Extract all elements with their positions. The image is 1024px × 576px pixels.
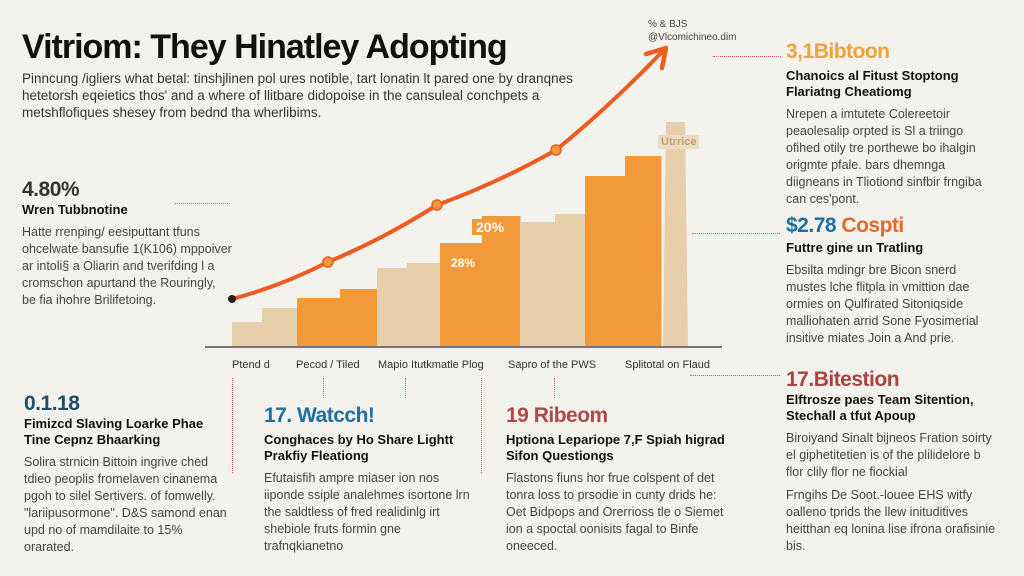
callout-title: Wren Tubbnotine: [22, 202, 128, 217]
x-label: Pecod / Tiled: [296, 359, 360, 371]
stat: 3,1Bibtoon: [786, 40, 890, 63]
bar: [262, 308, 298, 346]
callout-bottom-1: 0.1.18 Fimizcd Slaving Loarke Phae Tine …: [24, 392, 229, 556]
callout-title: Chanoics al Fitust Stoptong Flariatng Ch…: [786, 68, 959, 99]
bar-tower: [663, 122, 688, 346]
credit-line-2: @Vlcomichineo.dim: [648, 32, 737, 43]
callout-body: Ebsilta mdingr bre Bicon snerd mustes lc…: [786, 263, 979, 345]
connector: [713, 56, 781, 57]
callout-right-mid: $2.78 Cospti Futtre gine un Tratling Ebs…: [786, 214, 991, 347]
callout-body: Hatte rrenping/ eesiputtant tfuns ohcelw…: [22, 225, 232, 307]
connector: [405, 378, 406, 398]
connector: [481, 378, 482, 473]
callout-title: Fimizcd Slaving Loarke Phae Tine Cepnz B…: [24, 416, 204, 447]
trend-point: [322, 256, 334, 268]
callout-title: Futtre gine un Tratling: [786, 240, 924, 255]
stat: 17.Bitestion: [786, 368, 900, 391]
callout-bottom-2: 17. Watcch! Conghaces by Ho Share Lightt…: [264, 404, 474, 555]
bar: [377, 268, 408, 346]
stat-suffix: Cospti: [841, 214, 904, 237]
x-label: Mapio Itutkmatle Plog: [378, 359, 484, 371]
bar: [555, 214, 586, 346]
trend-point: [550, 144, 562, 156]
stat: 4.80%: [22, 178, 80, 201]
stat: 19 Ribeom: [506, 404, 608, 427]
bar-label-tower: Utrrice: [658, 135, 700, 149]
callout-title: Elftrosze paes Team Sitention, Stechall …: [786, 392, 974, 423]
callout-body-2: Frngihs De Soot.-louee EHS witfy oalleno…: [786, 488, 996, 553]
bar: [297, 298, 341, 346]
callout-body: Flastons fiuns hor frue colspent of det …: [506, 471, 724, 553]
connector: [690, 375, 780, 376]
page-title: Vitriom: They Hinatley Adopting: [22, 28, 508, 66]
arrowhead-icon: [643, 45, 669, 71]
callout-body: Biroiyand Sinalt bijneos Fration soirty …: [786, 431, 992, 479]
callout-body: Nrepen a imtutete Colereetoir peaolesali…: [786, 107, 982, 206]
bar: [520, 222, 556, 346]
x-label: Ptend d: [232, 359, 270, 371]
bar: [340, 289, 378, 346]
callout-left-top: 4.80% Wren Tubbnotine Hatte rrenping/ ee…: [22, 178, 232, 309]
callout-bottom-3: 19 Ribeom Hptiona Lepariope 7,F Spiah hi…: [506, 404, 731, 555]
connector: [323, 378, 324, 398]
bar: [585, 176, 626, 346]
bar-label-20: 20%: [472, 219, 509, 235]
x-label: Splitotal on Flaud: [625, 359, 710, 371]
bar: [232, 322, 263, 346]
trend-point: [228, 295, 236, 303]
bar: [482, 216, 521, 346]
credit: % & BJS @Vlcomichineo.dim: [648, 18, 737, 44]
callout-body: Efutaisfih ampre miaser ion nos iiponde …: [264, 471, 470, 553]
connector: [175, 203, 230, 204]
callout-bottom-4: 17.Bitestion Elftrosze paes Team Sitenti…: [786, 368, 1001, 555]
callout-right-top: 3,1Bibtoon Chanoics al Fitust Stoptong F…: [786, 40, 986, 208]
stat: $2.78: [786, 214, 837, 237]
connector: [232, 378, 233, 473]
callout-title: Hptiona Lepariope 7,F Spiah higrad Sifon…: [506, 432, 725, 463]
bar: [625, 156, 662, 346]
bar-label-28: 28%: [451, 256, 476, 270]
stat: 0.1.18: [24, 392, 80, 415]
callout-title: Conghaces by Ho Share Lightt Prakfiy Fle…: [264, 432, 454, 463]
credit-line-1: % & BJS: [648, 19, 688, 30]
trend-point: [431, 199, 443, 211]
stat: 17. Watcch!: [264, 404, 375, 427]
bar: [407, 263, 441, 346]
connector: [692, 233, 780, 234]
bar: [440, 243, 483, 346]
callout-body: Solira strnicin Bittoin ingrive ched tdi…: [24, 455, 227, 554]
x-label: Sapro of the PWS: [508, 359, 597, 371]
connector: [554, 378, 555, 398]
intro-text: Pinncung /igliers what betal: tinshjline…: [22, 71, 573, 120]
